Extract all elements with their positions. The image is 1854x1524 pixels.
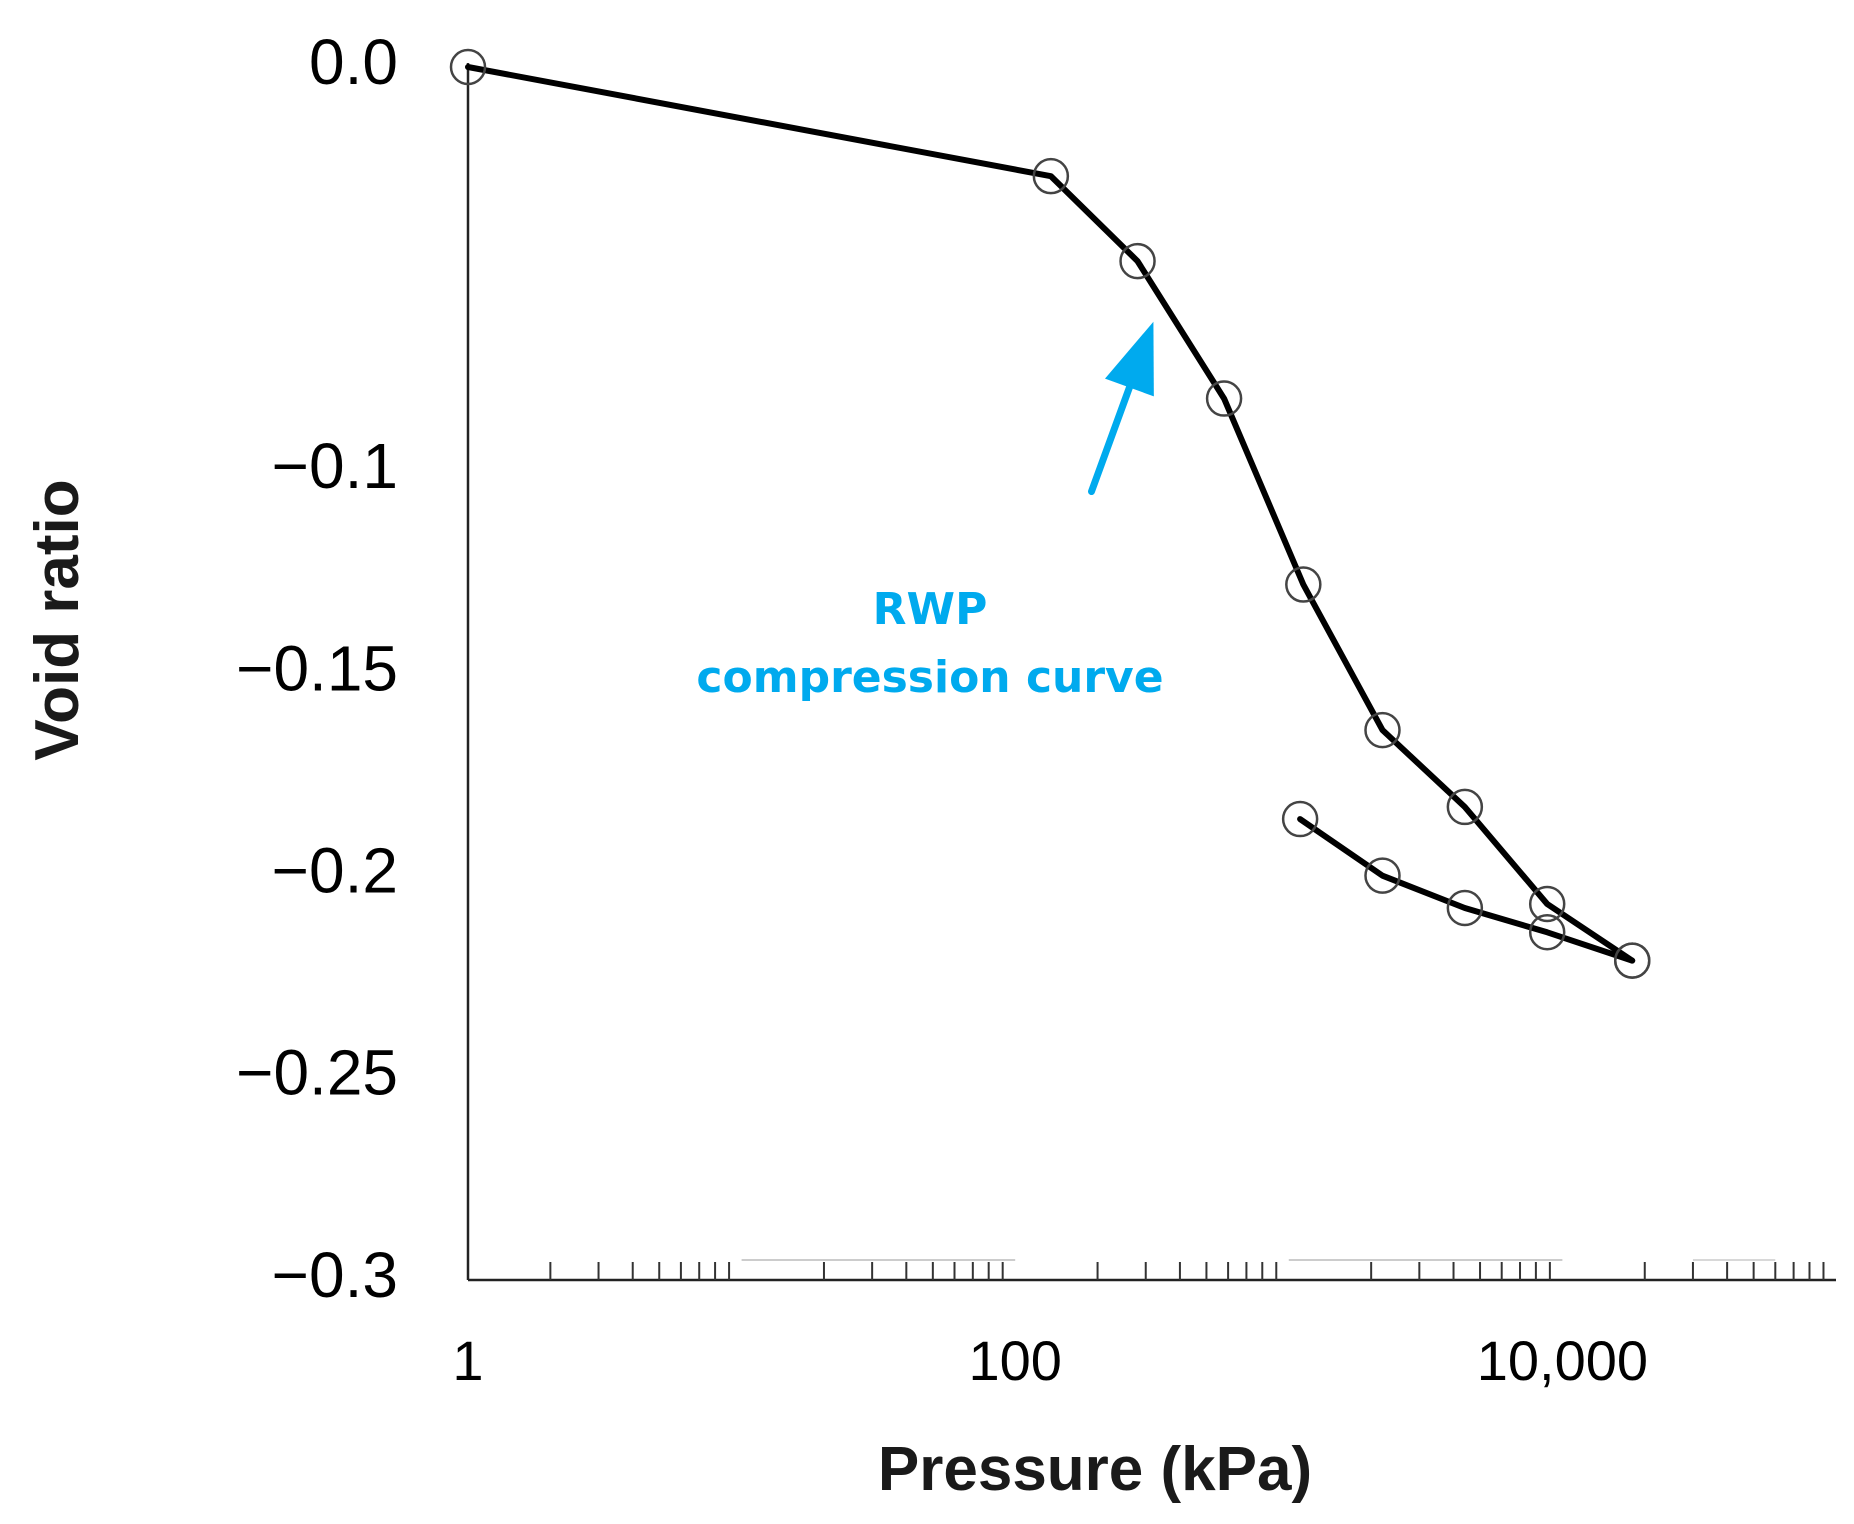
y-tick-label: −0.1	[272, 430, 398, 502]
x-axis-title: Pressure (kPa)	[878, 1435, 1312, 1504]
data-point-marker	[1446, 889, 1484, 927]
annotation-label-line: compression curve	[696, 652, 1163, 703]
data-point-marker	[1613, 942, 1651, 979]
annotation-layer: RWP compression curve	[696, 321, 1164, 703]
annotation-arrow-head	[1104, 321, 1154, 397]
data-point-marker	[1285, 566, 1322, 603]
x-tick-labels: 1 100 10,000	[452, 1329, 1648, 1392]
y-tick-label: 0.0	[309, 26, 398, 98]
data-point-marker	[1364, 857, 1401, 894]
x-tick-label: 1	[452, 1329, 483, 1392]
y-tick-label: −0.2	[272, 835, 398, 907]
data-point-marker	[1119, 242, 1156, 280]
y-tick-label: −0.3	[272, 1239, 398, 1311]
data-point-marker	[1528, 914, 1566, 951]
annotation-arrow-shaft	[1087, 383, 1133, 496]
x-minor-ticks	[549, 1259, 1825, 1280]
data-point-marker	[1281, 800, 1319, 838]
y-axis-title: Void ratio	[23, 479, 92, 760]
series-line-unloading	[1297, 816, 1636, 964]
y-tick-label: −0.15	[236, 632, 398, 704]
data-point-marker	[449, 48, 487, 86]
x-tick-label: 10,000	[1477, 1329, 1648, 1392]
data-point-marker	[1205, 380, 1243, 417]
x-tick-label: 100	[968, 1329, 1061, 1392]
series-layer	[449, 48, 1651, 979]
y-tick-label: −0.25	[236, 1037, 398, 1109]
data-point-marker	[1528, 885, 1566, 923]
data-point-marker	[1446, 788, 1484, 826]
data-point-marker	[1032, 157, 1070, 195]
annotation-label-line: RWP	[873, 584, 988, 635]
series-line-loading	[465, 64, 1636, 964]
data-point-marker	[1364, 711, 1401, 749]
y-tick-labels: 0.0 −0.1 −0.15 −0.2 −0.25 −0.3	[236, 26, 398, 1311]
